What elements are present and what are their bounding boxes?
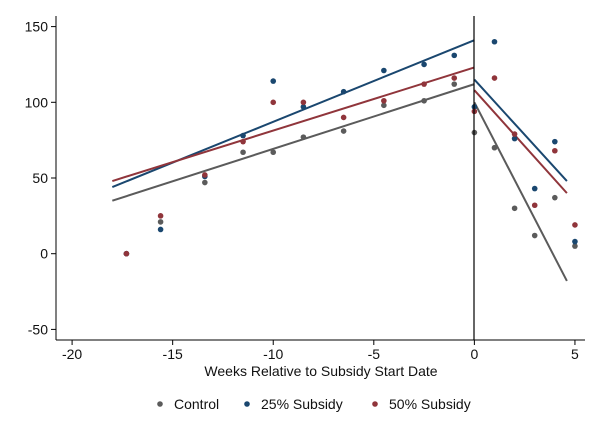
- 25-subsidy-point: [270, 78, 277, 84]
- 50-subsidy-fit-post-line: [473, 89, 568, 194]
- control-point: [531, 232, 538, 239]
- 25-subsidy-point: [300, 104, 307, 110]
- 50-subsidy-point: [340, 114, 347, 121]
- legend-label-control: Control: [174, 396, 219, 412]
- y-tick-label: -50: [28, 321, 48, 337]
- 50-subsidy-point: [531, 202, 538, 209]
- control-point: [451, 81, 458, 87]
- 50-subsidy-point: [511, 131, 518, 137]
- 50-subsidy-fit-pre-line: [112, 66, 475, 182]
- legend-marker-control: [157, 401, 163, 407]
- x-tick-label: 0: [470, 346, 478, 362]
- 50-subsidy-point: [421, 81, 427, 87]
- 25-subsidy-point: [340, 88, 347, 95]
- 25-subsidy-fit-post-line: [473, 78, 568, 182]
- 25-subsidy-point: [421, 61, 427, 68]
- x-tick-label: 5: [571, 346, 579, 362]
- 25-subsidy-point: [240, 132, 246, 139]
- legend-label-50-subsidy: 50% Subsidy: [389, 396, 471, 412]
- x-tick-label: -10: [263, 346, 283, 362]
- 25-subsidy-point: [451, 52, 458, 59]
- legend-label-25-subsidy: 25% Subsidy: [261, 396, 343, 412]
- legend-marker-50-subsidy: [372, 401, 378, 407]
- legend: Control 25% Subsidy 50% Subsidy: [157, 396, 471, 412]
- 50-subsidy-point: [552, 147, 558, 154]
- 25-subsidy-point: [552, 138, 558, 145]
- 25-subsidy-point: [531, 185, 538, 192]
- 50-subsidy-point: [123, 250, 130, 257]
- x-tick-label: -20: [62, 346, 82, 362]
- legend-marker-25-subsidy: [244, 401, 250, 407]
- control-point: [340, 128, 347, 134]
- 50-subsidy-point: [202, 172, 208, 178]
- 50-subsidy-point: [572, 222, 578, 228]
- 25-subsidy-point: [491, 38, 498, 45]
- y-tick-label: 150: [25, 19, 49, 35]
- x-tick-label: -5: [368, 346, 381, 362]
- x-tick-label: -15: [163, 346, 183, 362]
- y-tick-label: 0: [40, 246, 48, 262]
- control-point: [491, 144, 498, 151]
- fit-lines: [111, 39, 568, 282]
- control-point: [240, 149, 246, 156]
- 25-subsidy-point: [157, 226, 164, 233]
- control-point: [157, 219, 164, 225]
- control-point: [300, 134, 307, 140]
- y-axis: -50 0 50 100 150: [25, 16, 57, 340]
- 25-subsidy-point: [381, 67, 387, 74]
- control-fit-post-line: [473, 101, 568, 282]
- 50-subsidy-point: [240, 138, 246, 145]
- x-axis: -20 -15 -10 -5 0 5 Weeks Relative to Subsidy …: [56, 339, 585, 379]
- x-ticks: -20 -15 -10 -5 0 5: [62, 340, 579, 362]
- 50-subsidy-point: [270, 99, 277, 106]
- data-points: [123, 38, 578, 257]
- control-point: [511, 205, 518, 212]
- control-point: [572, 243, 578, 249]
- 25-subsidy-point: [511, 135, 518, 142]
- y-tick-label: 100: [25, 94, 49, 110]
- control-point: [421, 97, 427, 104]
- 50-subsidy-point: [300, 99, 307, 106]
- 50-subsidy-point: [381, 97, 387, 104]
- y-tick-label: 50: [32, 170, 48, 186]
- control-fit-pre-line: [112, 83, 475, 202]
- control-point: [202, 179, 208, 186]
- 50-subsidy-point: [451, 75, 458, 81]
- y-ticks: -50 0 50 100 150: [25, 19, 56, 337]
- 50-subsidy-point: [157, 213, 164, 219]
- control-point: [552, 194, 558, 201]
- control-point: [270, 149, 277, 156]
- 50-subsidy-point: [491, 75, 498, 81]
- 25-subsidy-point: [572, 238, 578, 245]
- x-axis-title: Weeks Relative to Subsidy Start Date: [204, 363, 437, 379]
- control-point: [381, 102, 387, 109]
